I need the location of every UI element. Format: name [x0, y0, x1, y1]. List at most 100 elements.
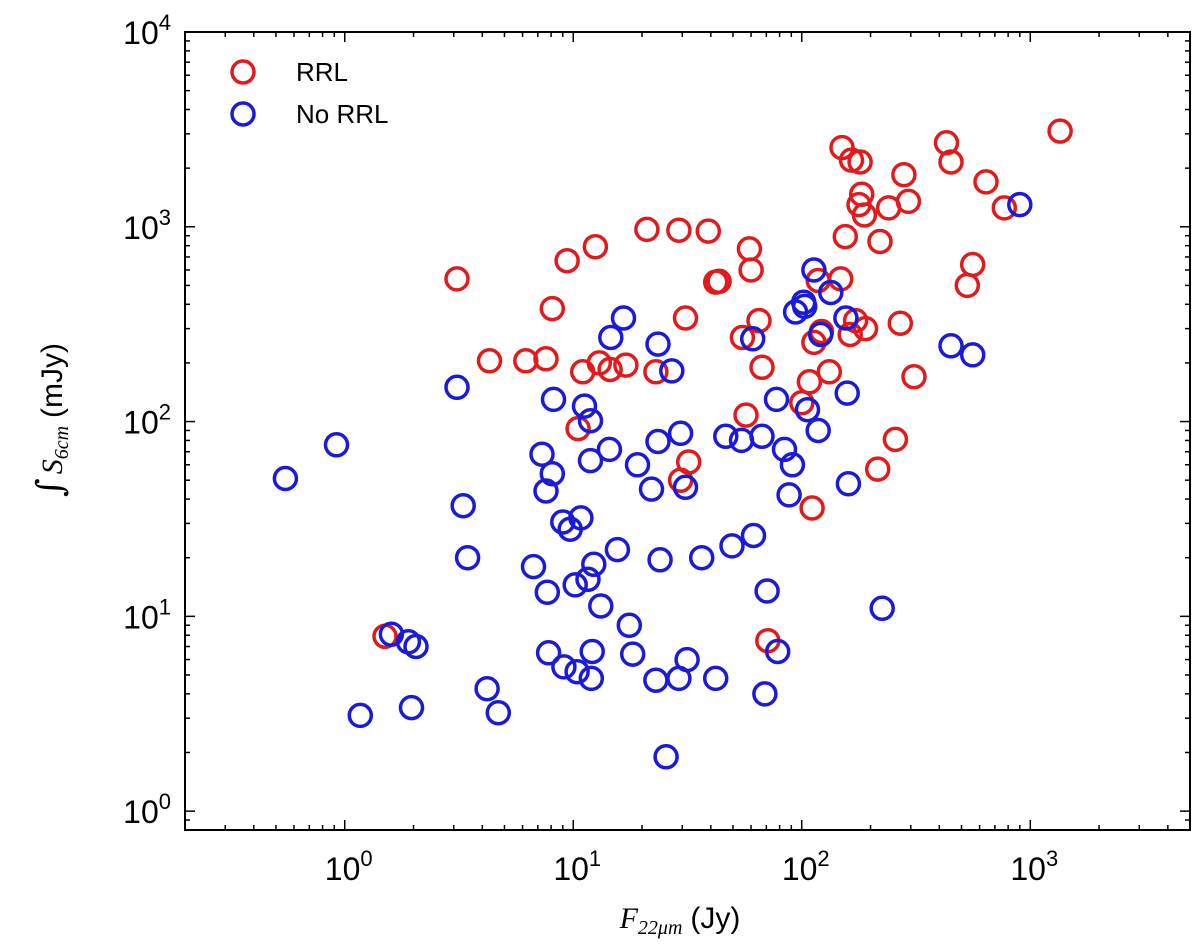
- data-point: [565, 415, 591, 442]
- data-point: [799, 495, 825, 521]
- data-point: [991, 195, 1018, 221]
- data-point: [852, 315, 879, 342]
- y-axis-label: ∫ S6cm (mJy): [30, 343, 73, 497]
- data-point: [533, 478, 559, 504]
- data-point: [674, 646, 700, 673]
- data-point: [749, 354, 775, 381]
- legend-marker-rrl: [230, 59, 256, 85]
- data-point: [610, 305, 637, 331]
- legend: RRL No RRL: [230, 57, 388, 129]
- data-point: [616, 612, 643, 639]
- y-axis-subscript: 6cm: [51, 426, 73, 459]
- data-point: [554, 247, 580, 274]
- data-point: [776, 482, 802, 508]
- data-point: [837, 321, 863, 348]
- data-point: [1047, 118, 1073, 144]
- x-tick-label: 100: [325, 846, 373, 887]
- data-point: [779, 452, 806, 478]
- data-point: [534, 579, 561, 605]
- data-point: [938, 149, 964, 175]
- data-point: [533, 346, 559, 372]
- data-point: [562, 572, 588, 598]
- y-axis-integral: ∫: [30, 478, 71, 497]
- data-point: [579, 638, 605, 665]
- data-point: [719, 533, 745, 559]
- data-point: [578, 665, 605, 692]
- data-point: [577, 447, 604, 474]
- data-point: [474, 675, 500, 702]
- data-point: [645, 428, 671, 455]
- data-point: [834, 380, 860, 406]
- data-point: [882, 426, 909, 453]
- x-axis-unit: (Jy): [690, 902, 740, 935]
- data-point: [596, 436, 623, 463]
- data-point: [604, 536, 631, 563]
- data-point: [619, 641, 646, 667]
- data-point: [568, 505, 594, 531]
- data-point: [613, 352, 639, 378]
- data-points: [272, 118, 1073, 770]
- data-point: [653, 744, 679, 770]
- data-point: [887, 310, 914, 336]
- data-point: [588, 593, 614, 619]
- data-point: [706, 268, 732, 295]
- data-point: [1007, 191, 1033, 218]
- data-point: [575, 566, 601, 593]
- y-tick-label: 102: [123, 400, 171, 441]
- data-point: [597, 356, 623, 383]
- data-point: [535, 640, 562, 666]
- data-point: [539, 295, 566, 322]
- data-point: [444, 374, 470, 401]
- data-point: [749, 423, 775, 450]
- data-point: [272, 465, 299, 492]
- data-point: [973, 169, 999, 195]
- data-point: [647, 547, 673, 573]
- data-point: [713, 423, 739, 450]
- legend-marker-no-rrl: [230, 101, 256, 127]
- data-point: [403, 633, 429, 660]
- x-tick-label: 102: [782, 846, 830, 887]
- data-point: [752, 681, 778, 707]
- data-point: [666, 217, 692, 243]
- y-axis-symbol: S: [36, 459, 69, 474]
- data-point: [763, 386, 790, 413]
- data-point: [634, 216, 660, 243]
- data-point: [643, 359, 669, 385]
- data-point: [959, 251, 986, 278]
- y-axis-unit: (mJy): [36, 343, 69, 418]
- data-point: [688, 544, 715, 571]
- data-point: [938, 333, 964, 359]
- data-point: [702, 665, 729, 692]
- data-point: [864, 456, 891, 482]
- data-point: [851, 202, 878, 228]
- legend-label-rrl: RRL: [296, 57, 348, 87]
- data-point: [624, 452, 651, 478]
- data-point: [323, 432, 350, 458]
- data-point: [550, 509, 576, 535]
- data-point: [398, 694, 425, 721]
- data-point: [582, 233, 609, 260]
- data-point: [738, 257, 764, 283]
- data-point: [869, 595, 895, 622]
- data-point: [729, 324, 756, 351]
- data-point: [891, 161, 917, 188]
- data-point: [672, 474, 699, 501]
- series-no-rrl: [272, 191, 1033, 770]
- data-point: [805, 417, 831, 444]
- axis-tick-labels: 100 101 102 103 100 101 102 103 104: [123, 10, 1058, 887]
- data-point: [835, 470, 862, 497]
- data-point: [832, 223, 859, 250]
- y-tick-label: 100: [123, 789, 171, 830]
- data-point: [959, 342, 986, 368]
- data-point: [581, 551, 607, 578]
- x-axis-symbol: F: [619, 902, 639, 935]
- data-point: [667, 420, 694, 447]
- data-point: [695, 218, 722, 244]
- plot-frame: [184, 31, 1191, 831]
- data-point: [740, 522, 767, 549]
- data-point: [901, 363, 927, 390]
- data-point: [540, 386, 567, 413]
- data-point: [577, 407, 604, 434]
- data-point: [764, 638, 791, 665]
